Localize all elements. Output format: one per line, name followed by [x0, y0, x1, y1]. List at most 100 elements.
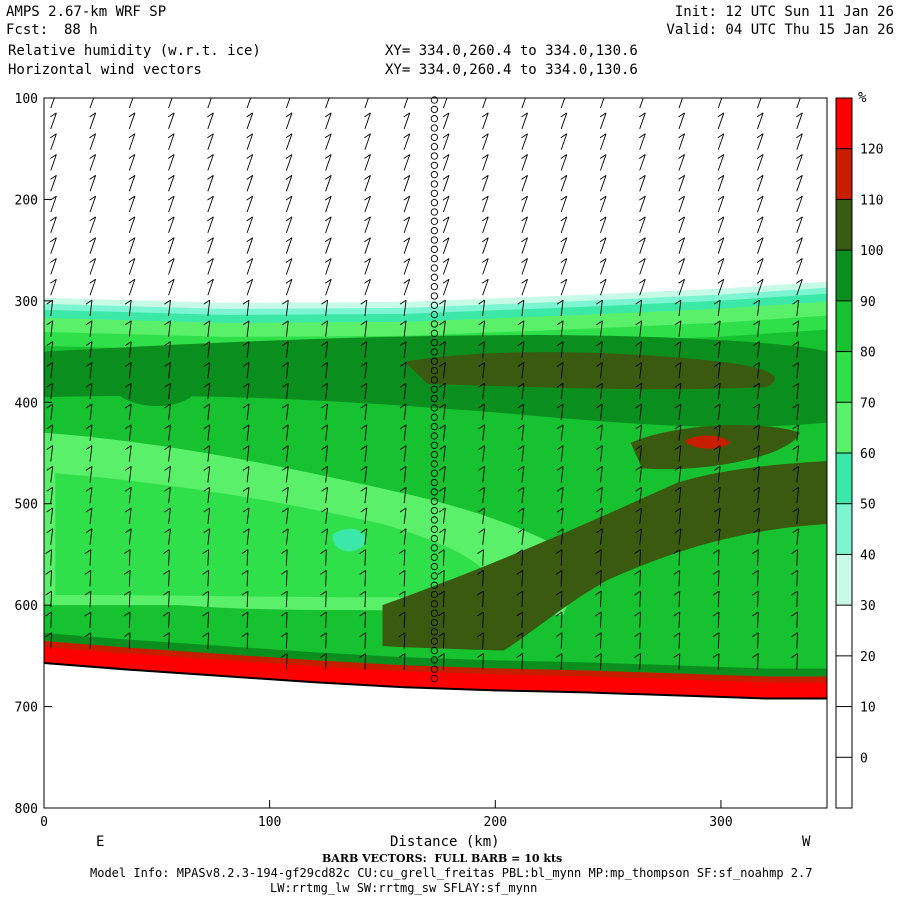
wind-barb-flag [403, 216, 410, 222]
wind-barb [246, 570, 249, 587]
wind-barb [285, 591, 288, 608]
wind-barb [482, 507, 486, 525]
colorbar-swatch [836, 655, 852, 707]
wind-barb [442, 300, 446, 317]
wind-barb [285, 403, 289, 421]
wind-barb-flag [674, 362, 682, 367]
wind-barb-flag [560, 133, 568, 139]
wind-barb [442, 341, 446, 358]
wind-barb [50, 112, 57, 130]
wind-barb-flag [280, 611, 288, 617]
wind-barb [757, 424, 760, 441]
wind-barb [128, 237, 136, 254]
wind-barb [639, 632, 641, 649]
colorbar-swatch [836, 554, 852, 606]
wind-barb-flag [46, 486, 53, 492]
wind-barb-flag [634, 549, 641, 554]
wind-barb-flag [517, 320, 525, 326]
wind-barb-flag [713, 466, 721, 471]
wind-barb [403, 154, 411, 171]
wind-barb-flag [635, 528, 642, 534]
wind-barb-flag [285, 174, 293, 180]
wind-barb [207, 549, 210, 566]
wind-barb-flag [635, 486, 642, 492]
wind-barb [128, 112, 136, 130]
wind-barb [639, 195, 646, 213]
wind-barb [717, 487, 721, 504]
wind-barb-flag [756, 278, 764, 284]
wind-barb-flag [84, 590, 92, 596]
wind-barb [796, 154, 803, 171]
wind-barb [168, 591, 170, 608]
wind-barb [442, 195, 450, 213]
wind-barb [89, 487, 93, 504]
wind-barb-flag [482, 154, 489, 159]
wind-barb [285, 320, 289, 337]
wind-barb [364, 133, 371, 150]
wind-barb [757, 133, 764, 150]
wind-barb-flag [84, 611, 92, 617]
column-circle [430, 572, 439, 580]
wind-barb-flag [128, 112, 136, 118]
wind-barb [285, 362, 289, 379]
wind-barb [521, 528, 525, 545]
wind-barb [403, 570, 406, 587]
wind-barb-flag [753, 466, 760, 471]
wind-barb [325, 258, 332, 275]
wind-barb-flag [442, 112, 450, 118]
wind-barb-flag [478, 341, 485, 347]
rh-blob-100a [111, 378, 193, 407]
column-circle [430, 357, 439, 365]
wind-barb [89, 237, 97, 254]
wind-barb [717, 611, 720, 628]
column-circle [430, 255, 439, 263]
wind-barb [521, 424, 525, 441]
wind-barb-flag [437, 590, 445, 596]
wind-barb [560, 133, 568, 150]
wind-barb-flag [437, 653, 445, 658]
wind-barb-flag [753, 445, 760, 450]
wind-barb [168, 279, 175, 296]
wind-barb [757, 403, 760, 421]
wind-barb [364, 98, 369, 109]
wind-barb [364, 466, 368, 483]
wind-barb-flag [560, 154, 568, 159]
wind-barb-flag [167, 133, 175, 139]
wind-barb [168, 237, 175, 254]
wind-barb-flag [635, 299, 642, 305]
wind-barb [89, 383, 93, 400]
wind-barb-flag [398, 570, 406, 575]
wind-barb [639, 175, 646, 192]
colorbar-swatch [836, 300, 852, 352]
wind-barb-flag [246, 258, 253, 263]
wind-barb-flag [555, 611, 563, 617]
wind-barb-flag [321, 445, 328, 450]
forecast-label: Fcst: [6, 22, 49, 38]
wind-barb-flag [282, 424, 289, 430]
wind-barb [325, 300, 328, 317]
wind-barb-flag [792, 528, 799, 534]
wind-barb-flag [282, 382, 289, 388]
rh-surface-110 [44, 640, 827, 689]
wind-barb [639, 154, 646, 171]
colorbar-label: 20 [860, 650, 876, 665]
wind-barb [442, 507, 446, 525]
wind-barb [246, 611, 249, 628]
wind-barb [600, 98, 605, 109]
wind-barb [678, 466, 682, 483]
wind-barb [364, 528, 368, 545]
wind-barb-flag [635, 403, 642, 409]
wind-barb [50, 507, 54, 525]
wind-barb-flag [712, 611, 720, 617]
wind-barb-flag [596, 424, 603, 430]
wind-barb [50, 279, 57, 296]
wind-barb-flag [364, 154, 371, 159]
wind-barb [639, 320, 643, 337]
wind-barb-flag [561, 92, 567, 96]
wind-barb [325, 549, 327, 566]
wind-barb [678, 653, 681, 670]
wind-barb [560, 611, 563, 628]
wind-barb-flag [634, 590, 641, 596]
column-circle [430, 404, 439, 412]
wind-barb [757, 528, 760, 545]
